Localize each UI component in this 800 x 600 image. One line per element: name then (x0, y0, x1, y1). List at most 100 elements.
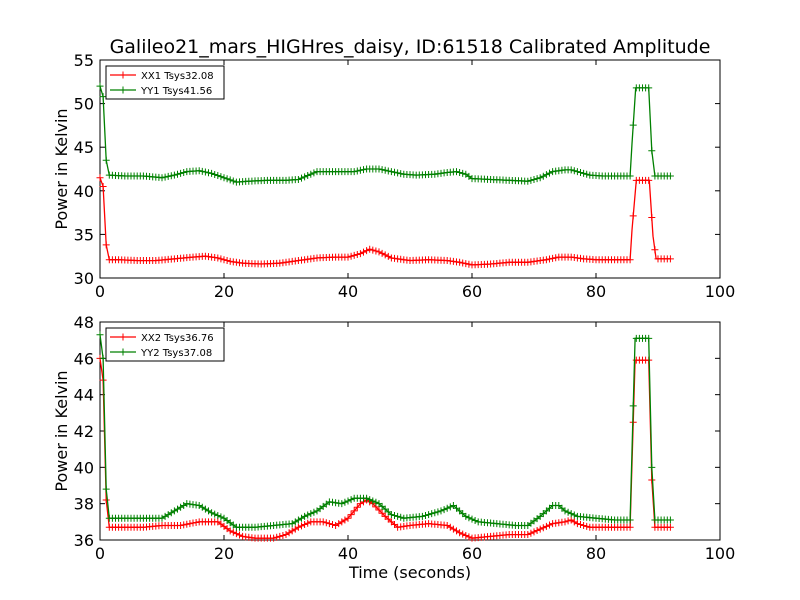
data-point-marker (456, 258, 464, 266)
data-point-marker (229, 177, 237, 185)
data-point-marker (304, 172, 312, 180)
data-point-marker (304, 519, 312, 527)
legend-marker (119, 333, 127, 341)
lower-plot: 0 20 40 60 80 100 36 38 40 42 44 46 48 Power in Kelvi… (52, 313, 735, 582)
data-point-marker (201, 505, 209, 513)
data-point-marker (102, 485, 110, 493)
legend: XX2 Tsys36.76 YY2 Tsys37.08 (105, 327, 225, 362)
data-point-marker (319, 518, 327, 526)
data-point-marker (186, 520, 194, 528)
series-0 (96, 174, 674, 269)
data-point-marker (369, 497, 377, 505)
data-point-marker (174, 505, 181, 513)
data-point-marker (449, 525, 457, 533)
x-tick-label: 80 (586, 282, 606, 301)
data-point-marker (629, 212, 637, 220)
data-point-marker (366, 496, 374, 504)
data-point-marker (372, 247, 380, 255)
data-point-marker (369, 246, 377, 254)
data-point-marker (378, 249, 386, 257)
data-point-marker (192, 518, 200, 526)
data-point-marker (456, 529, 464, 537)
data-point-marker (471, 516, 479, 524)
data-point-marker (341, 498, 349, 506)
data-point-marker (164, 511, 172, 519)
data-point-marker (177, 503, 185, 511)
data-point-marker (580, 169, 588, 177)
data-point-marker (546, 169, 553, 177)
data-point-marker (536, 525, 544, 533)
data-point-marker (552, 254, 560, 262)
data-point-marker (629, 121, 637, 129)
data-point-marker (353, 167, 361, 175)
data-point-marker (96, 82, 104, 90)
data-point-marker (459, 169, 467, 177)
data-point-marker (440, 506, 448, 514)
data-point-marker (378, 166, 386, 174)
data-point-marker (453, 168, 460, 176)
data-point-marker (567, 516, 575, 524)
series-1 (96, 82, 674, 186)
data-point-marker (580, 521, 588, 529)
x-tick-label: 40 (338, 544, 358, 563)
data-point-marker (347, 511, 355, 519)
data-point-marker (161, 173, 169, 181)
data-point-marker (577, 521, 584, 529)
data-point-marker (294, 516, 302, 524)
legend-entry: YY2 Tsys37.08 (140, 348, 212, 359)
data-point-marker (167, 509, 175, 517)
legend-marker (119, 86, 127, 94)
data-point-marker (198, 503, 206, 511)
x-tick-label: 100 (705, 544, 736, 563)
data-point-marker (291, 525, 299, 533)
data-point-marker (223, 175, 231, 183)
data-point-marker (626, 516, 634, 524)
data-point-marker (626, 256, 634, 264)
data-point-marker (567, 166, 575, 174)
y-axis-label: Power in Kelvin (52, 108, 71, 229)
x-tick-label: 40 (338, 282, 358, 301)
legend-entry: YY1 Tsys41.56 (140, 86, 212, 97)
x-tick-label: 60 (462, 282, 482, 301)
y-tick-label: 38 (74, 495, 94, 514)
data-point-marker (539, 172, 547, 180)
data-point-marker (344, 253, 352, 261)
data-point-marker (434, 508, 442, 516)
data-point-marker (465, 260, 473, 268)
data-point-marker (524, 177, 532, 185)
data-point-marker (353, 503, 361, 511)
data-point-marker (666, 255, 674, 263)
data-point-marker (301, 173, 309, 181)
data-point-marker (629, 402, 637, 410)
legend: XX1 Tsys32.08 YY1 Tsys41.56 (105, 65, 225, 100)
data-point-marker (539, 524, 547, 532)
y-axis-label: Power in Kelvin (52, 370, 71, 491)
data-point-marker (217, 255, 225, 263)
data-point-marker (294, 175, 302, 183)
data-point-marker (279, 531, 287, 539)
data-point-marker (378, 509, 386, 517)
data-point-marker (524, 531, 532, 539)
data-point-marker (347, 252, 355, 260)
data-point-marker (533, 526, 541, 534)
data-point-marker (549, 254, 557, 262)
data-point-marker (530, 528, 538, 536)
x-tick-label: 20 (214, 282, 234, 301)
data-point-marker (322, 519, 330, 527)
data-point-marker (298, 174, 305, 182)
data-point-marker (208, 509, 216, 517)
y-tick-label: 40 (74, 458, 94, 477)
data-point-marker (366, 245, 374, 253)
data-point-marker (332, 521, 340, 529)
data-point-marker (307, 510, 315, 518)
y-tick-label: 46 (74, 349, 94, 368)
data-point-marker (387, 511, 395, 519)
data-point-marker (648, 214, 656, 222)
data-point-marker (360, 166, 367, 174)
data-point-marker (459, 530, 467, 538)
data-point-marker (180, 168, 188, 176)
data-point-marker (391, 511, 398, 519)
y-tick-label: 42 (74, 422, 94, 441)
data-point-marker (360, 248, 367, 256)
data-point-marker (189, 519, 197, 527)
